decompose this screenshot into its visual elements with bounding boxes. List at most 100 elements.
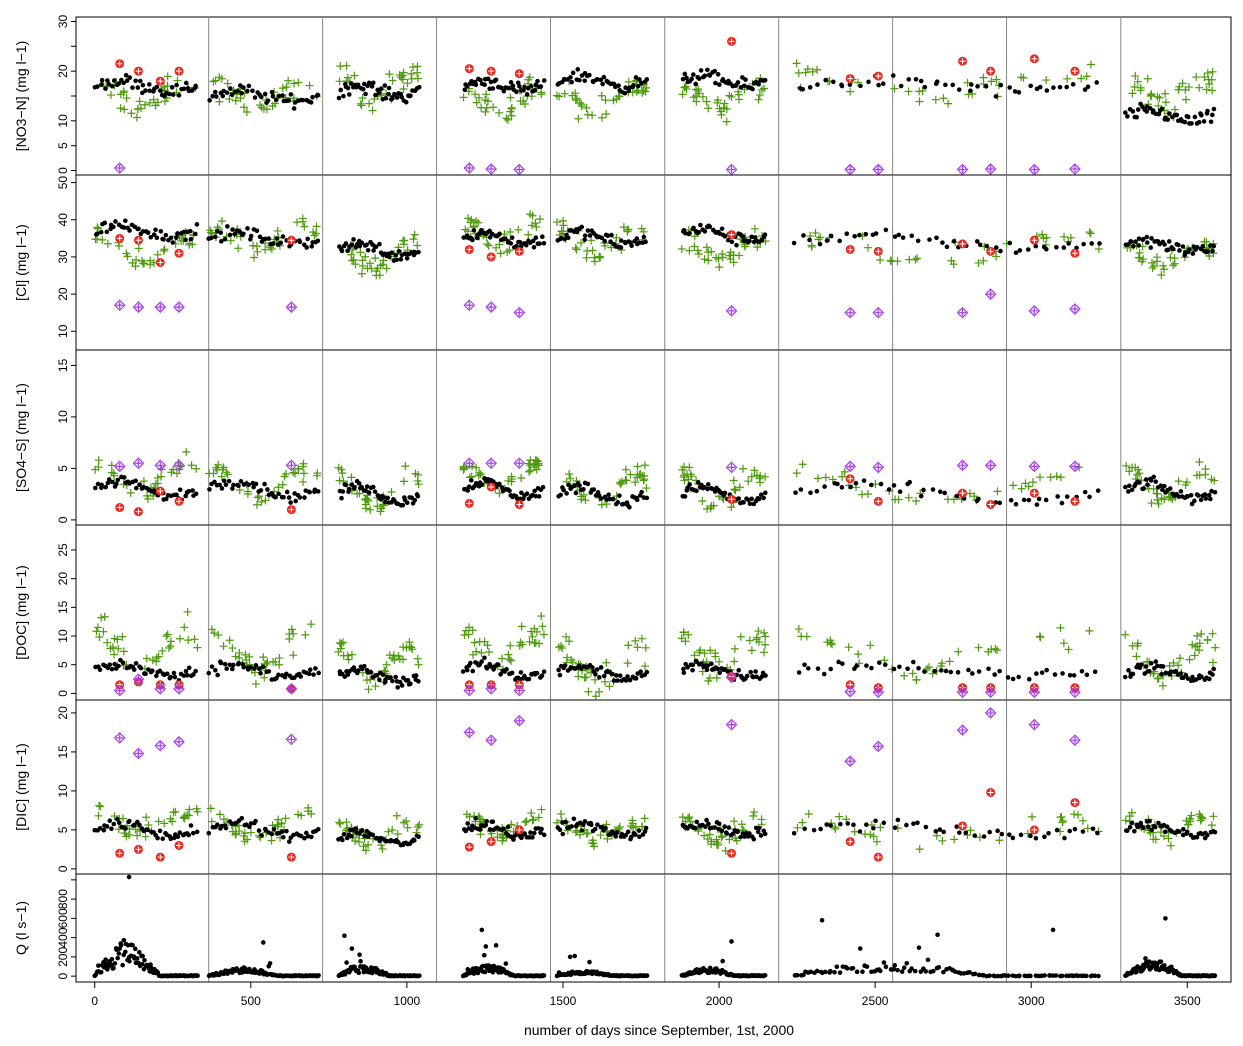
observed-point [212,89,218,95]
observed-point [758,833,764,838]
observed-point [163,496,169,502]
observed-point [998,248,1003,254]
observed-point [528,83,534,89]
series-a-point [588,836,597,845]
observed-point [298,833,304,839]
series-a-point [168,817,177,826]
series-a-point [114,644,123,653]
observed-point [1140,236,1146,242]
observed-point [1160,664,1166,669]
observed-point [1144,240,1150,245]
series-a-point [231,652,240,661]
series-a-point [714,254,723,263]
observed-point [905,666,910,672]
observed-point [1075,973,1081,979]
observed-point [590,665,595,670]
series-a-point [1078,816,1087,825]
observed-point [681,670,687,675]
series-a-point [250,253,259,262]
series-a-point [507,656,516,665]
observed-point [941,829,947,835]
series-a-point [760,84,769,93]
observed-point [582,237,587,243]
series-a-point [816,233,825,242]
observed-point [221,478,227,484]
observed-point [288,500,293,505]
series-a-point [1154,674,1163,683]
observed-point [93,485,98,491]
observed-point [794,972,800,978]
observed-point [212,667,218,673]
series-a-point [600,677,609,686]
series-a-point [568,658,577,667]
observed-point [183,80,189,86]
observed-point [683,230,688,236]
series-a-point [597,113,606,122]
series-a-point [835,812,844,821]
series-a-point [506,641,515,650]
x-tick-label: 500 [241,994,261,1008]
series-a-point [507,820,516,829]
observed-point [871,825,876,831]
observed-point [1033,835,1039,841]
observed-point [852,233,857,239]
observed-point [186,832,192,838]
observed-point [703,824,708,830]
series-a-point [696,646,705,655]
series-a-point [228,827,237,836]
series-a-point [565,470,574,479]
series-a-point [698,497,707,506]
observed-point [1034,502,1040,507]
observed-point [1007,240,1013,246]
discharge-peak-point [479,927,485,933]
observed-point [1148,478,1154,483]
series-a-point [1195,810,1204,819]
series-c-point [844,163,857,176]
series-a-point [399,84,408,93]
observed-point [750,86,755,92]
series-a-point [357,269,366,278]
observed-point [1210,248,1215,254]
observed-point [877,968,883,974]
series-a-point [915,845,924,854]
observed-point [801,233,806,238]
observed-point [587,233,593,238]
panel-frame [75,699,1232,875]
series-a-point [838,472,847,481]
observed-point [109,666,115,672]
y-tick-label: 30 [56,250,70,264]
observed-point [1134,969,1139,975]
observed-point [291,106,297,111]
observed-point [394,257,400,263]
series-b-point [958,821,968,831]
series-a-point [730,817,739,826]
series-a-point [413,241,422,250]
series-a-point [506,227,515,236]
series-a-point [913,254,922,263]
observed-point [560,831,566,837]
observed-point [158,229,164,234]
series-b-point [133,235,143,245]
observed-point [483,944,489,949]
observed-point [802,662,807,668]
observed-point [1070,82,1076,87]
observed-point [720,958,725,964]
observed-point [923,969,929,974]
observed-point [1042,973,1047,978]
observed-point [106,81,112,87]
series-a-point [145,260,154,269]
observed-point [992,973,998,979]
observed-point [1177,248,1182,253]
series-a-point [854,78,863,87]
observed-point [109,826,114,831]
observed-point [536,494,542,499]
series-a-point [571,243,580,252]
series-a-point [529,815,538,824]
series-a-point [103,638,112,647]
series-a-point [465,812,474,821]
observed-point [1211,106,1217,112]
series-a-point [91,465,100,474]
observed-point [907,479,913,485]
observed-point [315,92,321,98]
y-tick-label: 10 [56,410,70,424]
